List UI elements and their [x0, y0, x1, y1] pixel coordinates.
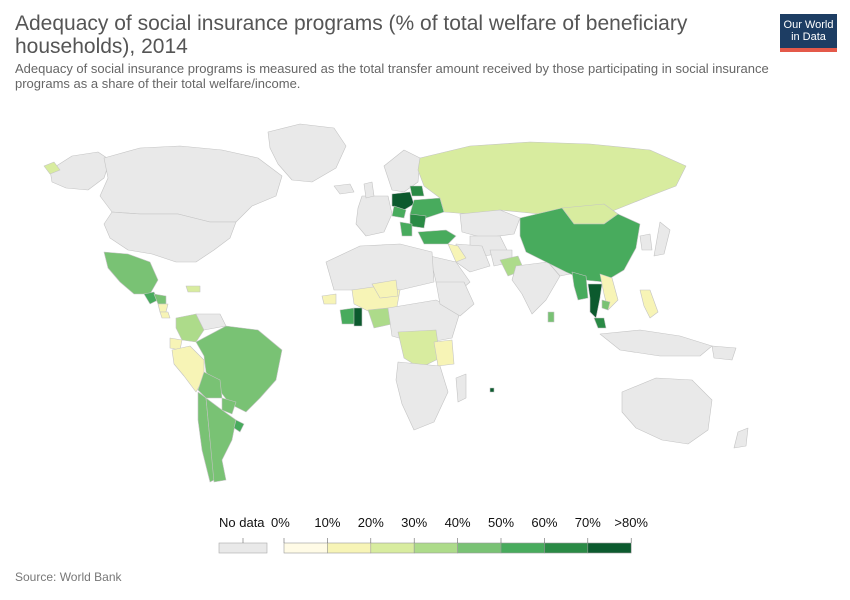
country-caribbean[interactable]: [185, 285, 201, 293]
country-southern-africa[interactable]: [395, 361, 449, 431]
country-east-africa[interactable]: [435, 281, 475, 317]
country-india[interactable]: [511, 261, 561, 315]
country-honduras[interactable]: [153, 293, 167, 305]
chart-subtitle: Adequacy of social insurance programs is…: [15, 61, 769, 91]
country-russia[interactable]: [417, 141, 687, 215]
country-alaska[interactable]: [49, 151, 111, 191]
country-baltics[interactable]: [409, 185, 425, 197]
legend-no-data-swatch: [218, 542, 268, 554]
country-philippines[interactable]: [639, 289, 659, 319]
country-uruguay[interactable]: [233, 419, 245, 433]
country-peru[interactable]: [171, 345, 205, 393]
country-brazil[interactable]: [195, 325, 283, 413]
country-poland[interactable]: [391, 191, 415, 211]
country-balkans[interactable]: [399, 221, 413, 237]
country-sri-lanka[interactable]: [547, 311, 555, 323]
legend-bin-swatch: [544, 542, 589, 554]
country-romania[interactable]: [409, 213, 427, 229]
country-thailand[interactable]: [587, 283, 603, 319]
country-laos-vietnam[interactable]: [599, 273, 619, 311]
country-uk[interactable]: [363, 181, 375, 199]
country-ukraine[interactable]: [409, 197, 445, 219]
legend-bin-swatch: [500, 542, 545, 554]
country-burkina[interactable]: [371, 279, 399, 299]
country-turkey[interactable]: [417, 229, 457, 245]
logo-accent-bar: [780, 48, 837, 52]
legend-bin-label: 70%: [574, 515, 601, 530]
legend-bin-swatch: [327, 542, 372, 554]
logo-line-1: Our World: [783, 19, 834, 31]
country-mauritius[interactable]: [489, 387, 495, 393]
legend-bin-label: 50%: [487, 515, 515, 530]
legend-bin-swatch: [370, 542, 415, 554]
country-costa-rica[interactable]: [159, 311, 171, 319]
country-mexico[interactable]: [103, 251, 159, 295]
country-paraguay[interactable]: [221, 397, 237, 415]
country-scandinavia[interactable]: [383, 149, 421, 193]
country-png[interactable]: [711, 345, 737, 361]
country-bolivia[interactable]: [197, 371, 223, 399]
country-korea[interactable]: [639, 233, 653, 251]
map-legend: No data 0% 10% 20% 30% 40% 50% 60% 70% >80%: [0, 510, 850, 560]
country-ivory-coast[interactable]: [339, 307, 357, 325]
legend-scale: [218, 538, 632, 554]
logo-line-2: in Data: [791, 31, 826, 43]
country-ghana[interactable]: [353, 307, 363, 327]
source-note: Source: World Bank: [15, 570, 122, 584]
country-iceland[interactable]: [333, 183, 355, 195]
country-iraq-jordan[interactable]: [447, 243, 467, 263]
owid-logo[interactable]: Our World in Data: [780, 14, 837, 52]
country-madagascar[interactable]: [455, 373, 467, 403]
legend-bin-label: 20%: [357, 515, 384, 530]
country-tanzania[interactable]: [433, 339, 455, 367]
country-new-zealand[interactable]: [733, 427, 749, 449]
country-myanmar[interactable]: [571, 271, 589, 301]
country-malaysia[interactable]: [593, 317, 607, 329]
country-drc[interactable]: [397, 329, 441, 369]
legend-bin-label: 30%: [401, 515, 428, 530]
country-china[interactable]: [519, 207, 641, 283]
legend-no-data-label: No data: [219, 515, 265, 530]
legend-bin-swatch: [587, 542, 632, 554]
legend-bin-label: 40%: [444, 515, 471, 530]
country-japan[interactable]: [653, 221, 671, 257]
country-czech-slovakia[interactable]: [391, 205, 407, 219]
country-aleutian[interactable]: [43, 161, 61, 175]
legend-bin-label: 60%: [531, 515, 558, 530]
legend-bin-label: >80%: [614, 515, 648, 530]
country-western-europe[interactable]: [355, 195, 393, 237]
chart-title: Adequacy of social insurance programs (%…: [15, 12, 688, 58]
legend-bin-swatch: [283, 542, 328, 554]
country-indonesia[interactable]: [599, 329, 713, 357]
country-nicaragua[interactable]: [157, 303, 169, 313]
country-argentina[interactable]: [205, 397, 237, 483]
legend-bin-swatch: [413, 542, 458, 554]
country-north-africa[interactable]: [325, 243, 435, 291]
legend-bin-label: 0%: [271, 515, 290, 530]
legend-bin-swatch: [457, 542, 502, 554]
country-kazakhstan[interactable]: [459, 209, 521, 239]
country-senegal[interactable]: [321, 293, 337, 305]
country-cambodia[interactable]: [601, 299, 611, 311]
country-canada[interactable]: [99, 145, 283, 223]
country-australia[interactable]: [621, 377, 713, 445]
legend-bin-label: 10%: [314, 515, 341, 530]
world-map: [43, 123, 749, 483]
country-greenland[interactable]: [267, 123, 347, 183]
country-usa[interactable]: [103, 211, 237, 263]
